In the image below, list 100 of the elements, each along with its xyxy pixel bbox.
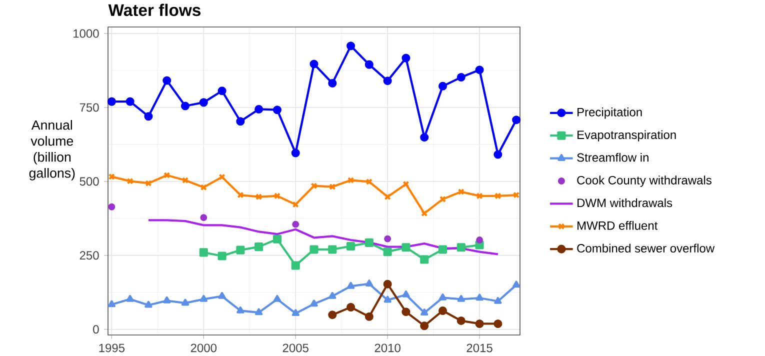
point <box>292 220 300 228</box>
point <box>512 116 521 124</box>
point <box>254 308 263 316</box>
point <box>364 238 374 247</box>
point <box>384 193 391 200</box>
point <box>347 176 354 184</box>
y-tick-label: 0 <box>93 325 99 334</box>
point <box>310 245 318 254</box>
point <box>438 293 447 300</box>
x-tick-label: 1995 <box>99 344 125 352</box>
point <box>475 66 484 74</box>
point <box>346 242 356 250</box>
point <box>328 310 337 320</box>
point <box>273 294 282 302</box>
point <box>218 252 226 260</box>
point <box>494 319 502 328</box>
y-tick-label: 500 <box>80 177 99 186</box>
point <box>200 184 207 191</box>
point <box>383 248 392 256</box>
point <box>420 255 429 264</box>
line-series <box>147 219 499 256</box>
point <box>494 192 502 200</box>
point <box>438 245 448 254</box>
point <box>328 245 337 254</box>
point <box>145 180 152 187</box>
y-tick-label: 750 <box>80 103 99 112</box>
point <box>476 236 484 244</box>
point <box>272 234 282 244</box>
point <box>457 294 465 302</box>
point <box>108 203 116 210</box>
point <box>164 172 170 179</box>
point <box>366 178 373 186</box>
point <box>365 280 374 286</box>
point <box>292 309 300 316</box>
point <box>384 235 392 242</box>
point <box>438 82 448 90</box>
x-tick-label: 2010 <box>374 344 400 352</box>
point <box>180 102 190 110</box>
point <box>456 73 466 82</box>
y-tick-label: 1000 <box>74 29 99 38</box>
point <box>475 319 484 328</box>
point <box>236 306 244 314</box>
point <box>439 196 446 203</box>
y-axis-title: Annual volume (billion gallons) <box>29 120 75 180</box>
point <box>328 78 337 88</box>
x-tick-label: 2000 <box>190 344 217 352</box>
point <box>274 192 281 200</box>
point <box>108 300 116 308</box>
point <box>494 150 502 159</box>
point <box>420 308 428 316</box>
point <box>126 178 134 184</box>
point <box>126 294 134 302</box>
point <box>144 300 152 308</box>
point <box>162 76 172 85</box>
chart-title: Water flows <box>108 4 200 16</box>
point <box>291 261 300 270</box>
legend-label: Evapotranspiration <box>578 130 676 142</box>
x-tick-label: 2015 <box>466 344 492 352</box>
point <box>346 302 356 312</box>
x-tick-label: 2005 <box>282 344 308 352</box>
point <box>476 192 483 200</box>
point <box>402 290 410 298</box>
point <box>163 296 171 304</box>
point <box>218 86 226 96</box>
point <box>456 243 466 252</box>
point <box>310 182 318 190</box>
point <box>458 188 464 196</box>
point <box>346 282 355 289</box>
point <box>328 292 336 299</box>
point <box>402 54 410 62</box>
y-tick-label: 250 <box>80 251 99 260</box>
point <box>144 112 153 121</box>
point <box>199 248 208 257</box>
legend-label: Cook County withdrawals <box>577 176 712 187</box>
point <box>218 174 226 180</box>
point <box>291 148 300 158</box>
point <box>310 300 318 307</box>
point <box>420 322 429 330</box>
point <box>420 133 429 142</box>
point <box>402 243 410 252</box>
point <box>126 97 134 106</box>
point <box>254 104 264 114</box>
point <box>310 60 318 68</box>
legend-label: Combined sewer overflow <box>577 244 715 253</box>
point <box>476 294 484 301</box>
point <box>494 296 502 304</box>
legend-label: DWM withdrawals <box>578 198 672 208</box>
point <box>236 117 245 126</box>
point <box>346 42 356 50</box>
point <box>200 214 208 221</box>
point <box>200 294 208 302</box>
point <box>292 201 299 208</box>
point <box>255 193 262 200</box>
point <box>384 296 392 303</box>
point <box>272 106 282 114</box>
point <box>181 298 190 306</box>
point <box>402 180 410 188</box>
point <box>402 308 410 316</box>
point <box>383 76 392 86</box>
point <box>421 210 428 217</box>
